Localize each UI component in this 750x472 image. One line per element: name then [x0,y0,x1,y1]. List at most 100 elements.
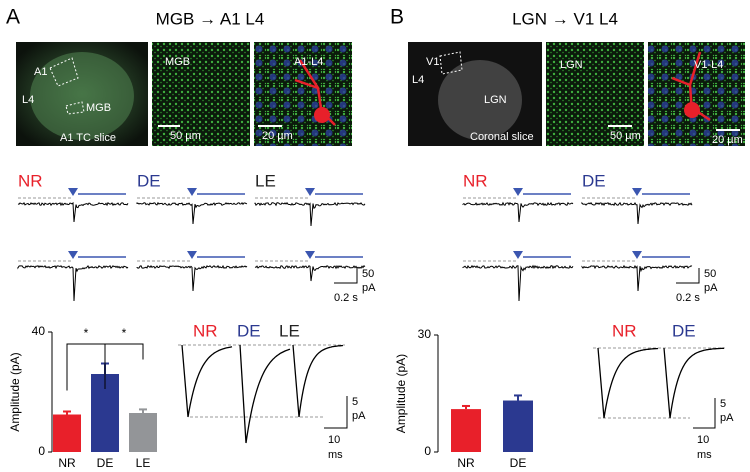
scale-label: pA [352,410,366,422]
scale-label: 10 [697,434,709,446]
neuron-soma [314,107,330,123]
trace [17,264,129,302]
average-trace [292,344,344,418]
stim-marker [305,188,315,196]
scale-label: 5 [352,396,358,408]
trace [136,264,248,292]
scale-label: 0.2 s [334,292,358,304]
trace [462,264,574,302]
image-label: L4 [412,74,424,86]
x-tick-label: NR [457,456,475,470]
trace [254,201,366,227]
stim-marker [632,188,642,196]
scale-label: pA [720,412,734,424]
x-tick-label: DE [510,456,527,470]
image-label: 50 µm [610,130,641,142]
panel-letter: A [6,6,20,29]
stim-marker [632,251,642,259]
significance-mark: * [122,326,127,340]
scale-label: 50 [704,268,716,280]
x-tick-label: LE [136,456,151,470]
region-outline [439,51,463,75]
trace [254,264,366,282]
panel-title: LGN → V1 L4 [512,9,618,28]
x-tick-label: NR [58,456,76,470]
scale-bar [334,268,358,284]
scale-label: ms [328,449,343,461]
image-label: V1-L4 [694,59,723,71]
stim-marker [187,188,197,196]
scale-label: 50 [362,268,374,280]
average-label: DE [672,321,696,340]
image-label: 50 µm [170,130,201,142]
average-trace [181,344,233,418]
slice-shape [438,60,522,140]
image-label: A1-L4 [294,56,323,68]
average-trace [597,347,659,419]
trace [136,201,248,225]
average-label: NR [193,321,218,340]
micrograph [152,42,250,146]
significance-bracket [104,343,144,389]
image-label: LGN [484,94,507,106]
image-label: MGB [165,56,190,68]
trace [17,201,129,223]
neuron-soma [684,102,700,118]
scale-bar [676,268,700,284]
y-axis-label: Amplitude (pA) [394,354,408,433]
scale-label: ms [697,449,712,461]
micrograph [254,42,352,146]
bar [503,400,533,452]
trace [462,201,574,223]
y-axis-label: Amplitude (pA) [8,352,22,431]
average-label: LE [279,321,300,340]
panel-letter: B [390,6,404,29]
stim-marker [187,251,197,259]
average-trace [239,344,291,444]
image-label: V1 [426,56,439,68]
scale-label: 10 [328,434,340,446]
bar [53,414,81,452]
image-label: Coronal slice [470,131,534,143]
image-label: MGB [86,102,111,114]
condition-label: DE [137,171,161,190]
scale-label: 5 [720,398,726,410]
image-label: A1 [34,66,47,78]
slice-shape [30,52,134,140]
scale-label: pA [704,282,718,294]
trace [581,264,693,292]
condition-label: NR [463,171,488,190]
average-label: DE [237,321,261,340]
stim-marker [513,251,523,259]
image-label: LGN [560,59,583,71]
condition-label: NR [18,171,43,190]
y-tick-label: 0 [38,444,45,458]
panel-title: MGB → A1 L4 [156,9,265,28]
y-tick-label: 30 [418,327,432,341]
condition-label: DE [582,171,606,190]
stim-marker [305,251,315,259]
image-label: A1 TC slice [60,132,116,144]
y-tick-label: 0 [424,444,431,458]
stim-marker [68,188,78,196]
significance-mark: * [84,326,89,340]
region-outline [65,101,85,115]
scale-label: 0.2 s [676,292,700,304]
scale-bar [693,398,716,429]
micrograph [546,42,644,146]
scale-bar [324,396,348,429]
stim-marker [513,188,523,196]
image-label: 20 µm [262,130,293,142]
stim-marker [68,251,78,259]
image-label: 20 µm [712,134,743,146]
trace [581,201,693,225]
average-trace [663,347,724,419]
y-tick-label: 40 [32,324,46,338]
x-tick-label: DE [97,456,114,470]
scale-label: pA [362,282,376,294]
bar [451,409,481,452]
average-label: NR [612,321,637,340]
image-label: L4 [22,94,34,106]
bar [129,413,157,452]
